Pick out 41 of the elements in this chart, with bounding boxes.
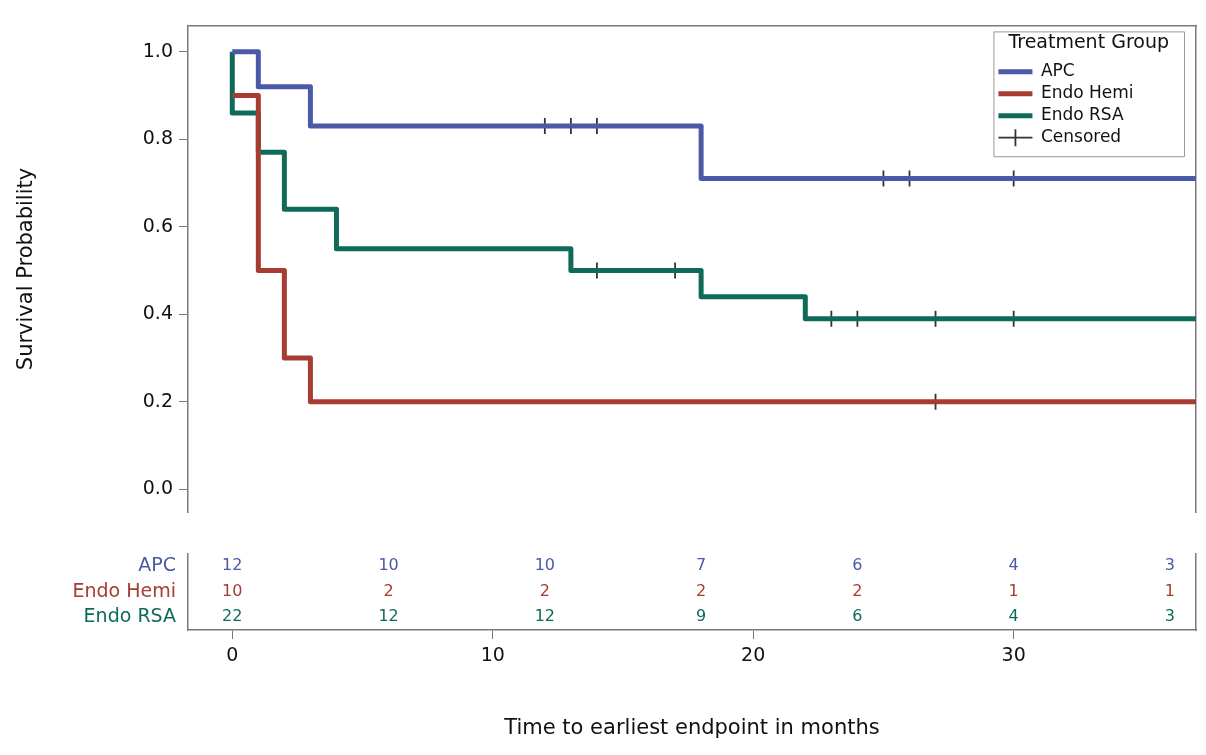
- data-label: 6: [852, 606, 863, 626]
- data-label: 4: [1008, 606, 1019, 626]
- x-axis-title: Time to earliest endpoint in months: [503, 714, 880, 739]
- data-label: 2: [539, 580, 550, 600]
- y-tick-label: 1.0: [142, 38, 173, 61]
- x-tick-label: 30: [1001, 643, 1026, 666]
- y-tick-label: 0.6: [142, 213, 173, 236]
- data-label: 12: [378, 606, 399, 626]
- data-label: 9: [696, 606, 707, 626]
- legend-label: APC: [1040, 60, 1075, 81]
- data-label: 2: [383, 580, 394, 600]
- data-label: 10: [222, 580, 243, 600]
- data-label: 22: [222, 606, 243, 626]
- data-label: 10: [378, 555, 399, 575]
- data-label: 2: [852, 580, 863, 600]
- y-tick-label: APC: [138, 553, 176, 576]
- x-tick-label: 0: [226, 643, 239, 666]
- data-label: 2: [696, 580, 707, 600]
- legend-label: Endo Hemi: [1040, 82, 1134, 103]
- y-tick-label: 0.8: [142, 126, 173, 149]
- data-label: 3: [1164, 606, 1176, 626]
- x-tick-label: 10: [480, 643, 505, 666]
- y-tick-label: Endo RSA: [83, 604, 176, 627]
- data-label: 6: [852, 555, 863, 575]
- data-label: 7: [696, 555, 707, 575]
- data-label: 12: [222, 555, 243, 575]
- data-label: 4: [1008, 555, 1019, 575]
- legend-label: Censored: [1040, 126, 1122, 147]
- legend-title: Treatment Group: [1007, 29, 1170, 52]
- y-tick-label: Endo Hemi: [72, 578, 176, 601]
- y-axis-title: Survival Probability: [13, 167, 38, 371]
- data-label: 1: [1008, 580, 1019, 600]
- x-tick-label: 20: [741, 643, 766, 666]
- data-label: 1: [1164, 580, 1176, 600]
- y-tick-label: 0.2: [142, 388, 173, 411]
- data-label: 12: [534, 606, 556, 626]
- legend-label: Endo RSA: [1040, 104, 1124, 125]
- data-label: 3: [1164, 555, 1176, 575]
- data-label: 10: [534, 555, 556, 575]
- y-tick-label: 0.0: [142, 476, 173, 499]
- y-tick-label: 0.4: [142, 301, 173, 324]
